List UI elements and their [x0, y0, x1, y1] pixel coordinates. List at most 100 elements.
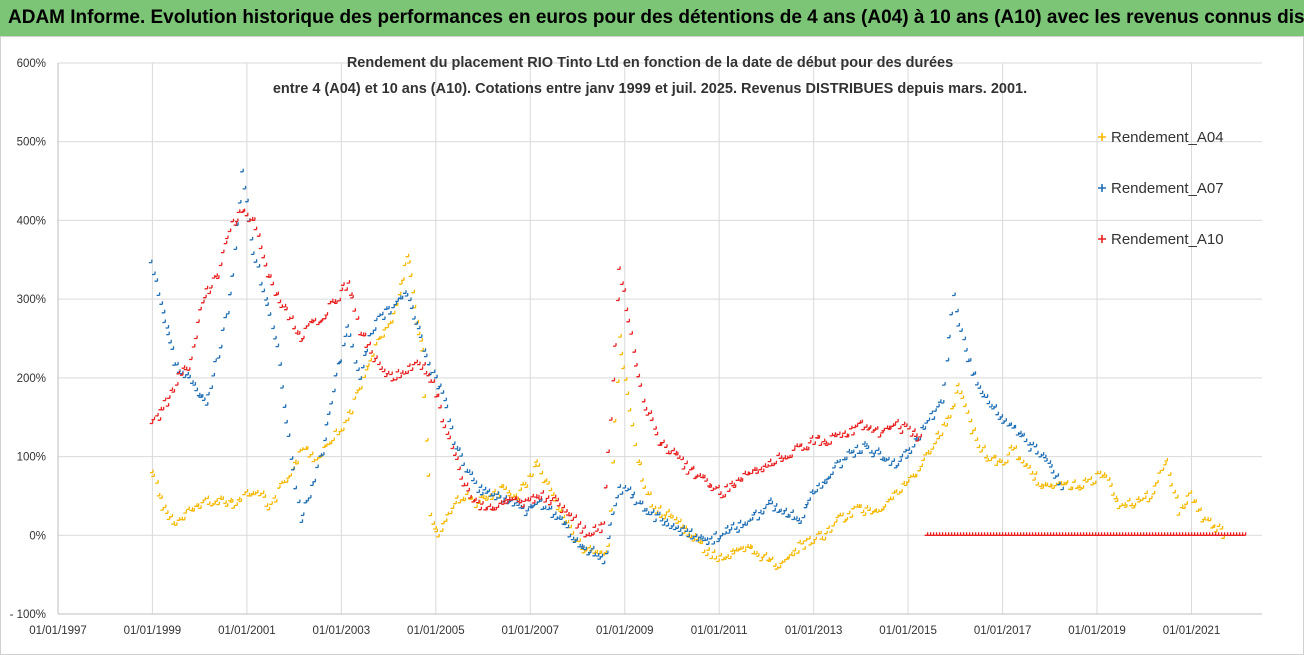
data-point: [378, 335, 382, 340]
data-point: [603, 484, 608, 489]
data-point: [711, 549, 716, 553]
data-point: [538, 496, 543, 500]
data-point: [256, 233, 261, 237]
data-point: [927, 450, 932, 455]
data-point: [211, 372, 216, 377]
data-point: [206, 501, 211, 505]
data-point: [428, 379, 432, 383]
data-point: [156, 492, 161, 497]
data-point: [524, 484, 529, 488]
data-point: [242, 185, 247, 190]
data-point: [436, 533, 440, 538]
data-point: [160, 406, 165, 411]
data-point: [279, 304, 284, 309]
data-point: [729, 480, 733, 485]
data-point: [480, 501, 484, 505]
data-point: [1129, 502, 1133, 507]
data-point: [1214, 528, 1218, 533]
data-point: [326, 411, 331, 415]
data-point: [233, 246, 238, 251]
data-point: [781, 510, 785, 515]
data-point: [394, 302, 399, 307]
data-point: [459, 476, 463, 480]
data-point: [567, 533, 572, 538]
data-point: [860, 509, 865, 514]
y-axis-ticks: 600% 500% 400% 300% 200% 100% 0% - 100%: [10, 58, 46, 621]
data-point: [981, 393, 986, 398]
data-point: [1044, 482, 1049, 487]
data-point: [363, 352, 367, 357]
data-point: [507, 492, 512, 497]
data-point: [1157, 470, 1161, 474]
data-point: [947, 414, 952, 419]
data-point: [1097, 470, 1102, 475]
data-point: [759, 557, 763, 562]
data-point: [169, 513, 174, 518]
data-point: [819, 536, 824, 540]
data-point: [393, 301, 398, 306]
data-point: [513, 496, 518, 501]
data-point: [447, 418, 451, 423]
data-point: [1035, 482, 1040, 486]
data-point: [1216, 523, 1221, 528]
data-point: [738, 477, 742, 481]
data-point: [963, 403, 967, 408]
data-point: [674, 451, 679, 456]
data-point: [206, 391, 210, 396]
data-point: [688, 534, 693, 539]
data-point: [478, 506, 483, 511]
data-point: [479, 491, 484, 496]
data-point: [1004, 459, 1009, 464]
data-point: [1109, 483, 1113, 487]
data-point: [951, 403, 956, 408]
data-point: [312, 317, 317, 322]
data-point: [918, 433, 922, 438]
data-point: [732, 484, 737, 489]
data-point: [960, 395, 965, 400]
data-point: [864, 443, 868, 447]
data-point: [154, 278, 159, 282]
data-point: [636, 459, 641, 464]
data-point: [1008, 444, 1013, 449]
data-point: [284, 306, 288, 311]
data-point: [828, 529, 833, 533]
data-point: [768, 497, 772, 502]
data-point: [405, 253, 410, 258]
data-point: [901, 480, 905, 485]
data-point: [431, 379, 436, 383]
data-point: [716, 558, 720, 563]
data-point: [434, 374, 438, 379]
data-point: [1055, 473, 1060, 477]
data-point: [640, 478, 644, 482]
data-point: [1080, 485, 1085, 489]
data-point: [334, 300, 338, 305]
data-point: [162, 504, 167, 509]
data-point: [690, 465, 695, 470]
data-point: [967, 358, 972, 362]
data-point: [518, 487, 523, 492]
data-point: [385, 370, 390, 375]
data-point: [1106, 477, 1111, 481]
data-point: [546, 481, 550, 485]
data-point: [190, 380, 194, 384]
data-point: [670, 514, 674, 519]
data-point: [1060, 486, 1064, 491]
data-point: [582, 525, 586, 529]
data-point: [823, 440, 828, 445]
data-point: [349, 410, 354, 415]
data-point: [1211, 524, 1216, 528]
data-point: [435, 393, 440, 398]
data-point: [649, 417, 654, 421]
data-point: [428, 512, 433, 517]
data-point: [489, 506, 494, 510]
data-point: [675, 525, 679, 529]
legend-label: Rendement_A04: [1111, 129, 1224, 146]
x-tick-label: 01/01/2009: [596, 625, 654, 637]
data-point: [749, 545, 753, 549]
data-point: [718, 491, 722, 495]
data-point: [352, 308, 357, 312]
data-point: [744, 522, 749, 526]
data-point: [373, 317, 378, 322]
data-point: [281, 479, 286, 484]
data-point: [716, 484, 720, 489]
